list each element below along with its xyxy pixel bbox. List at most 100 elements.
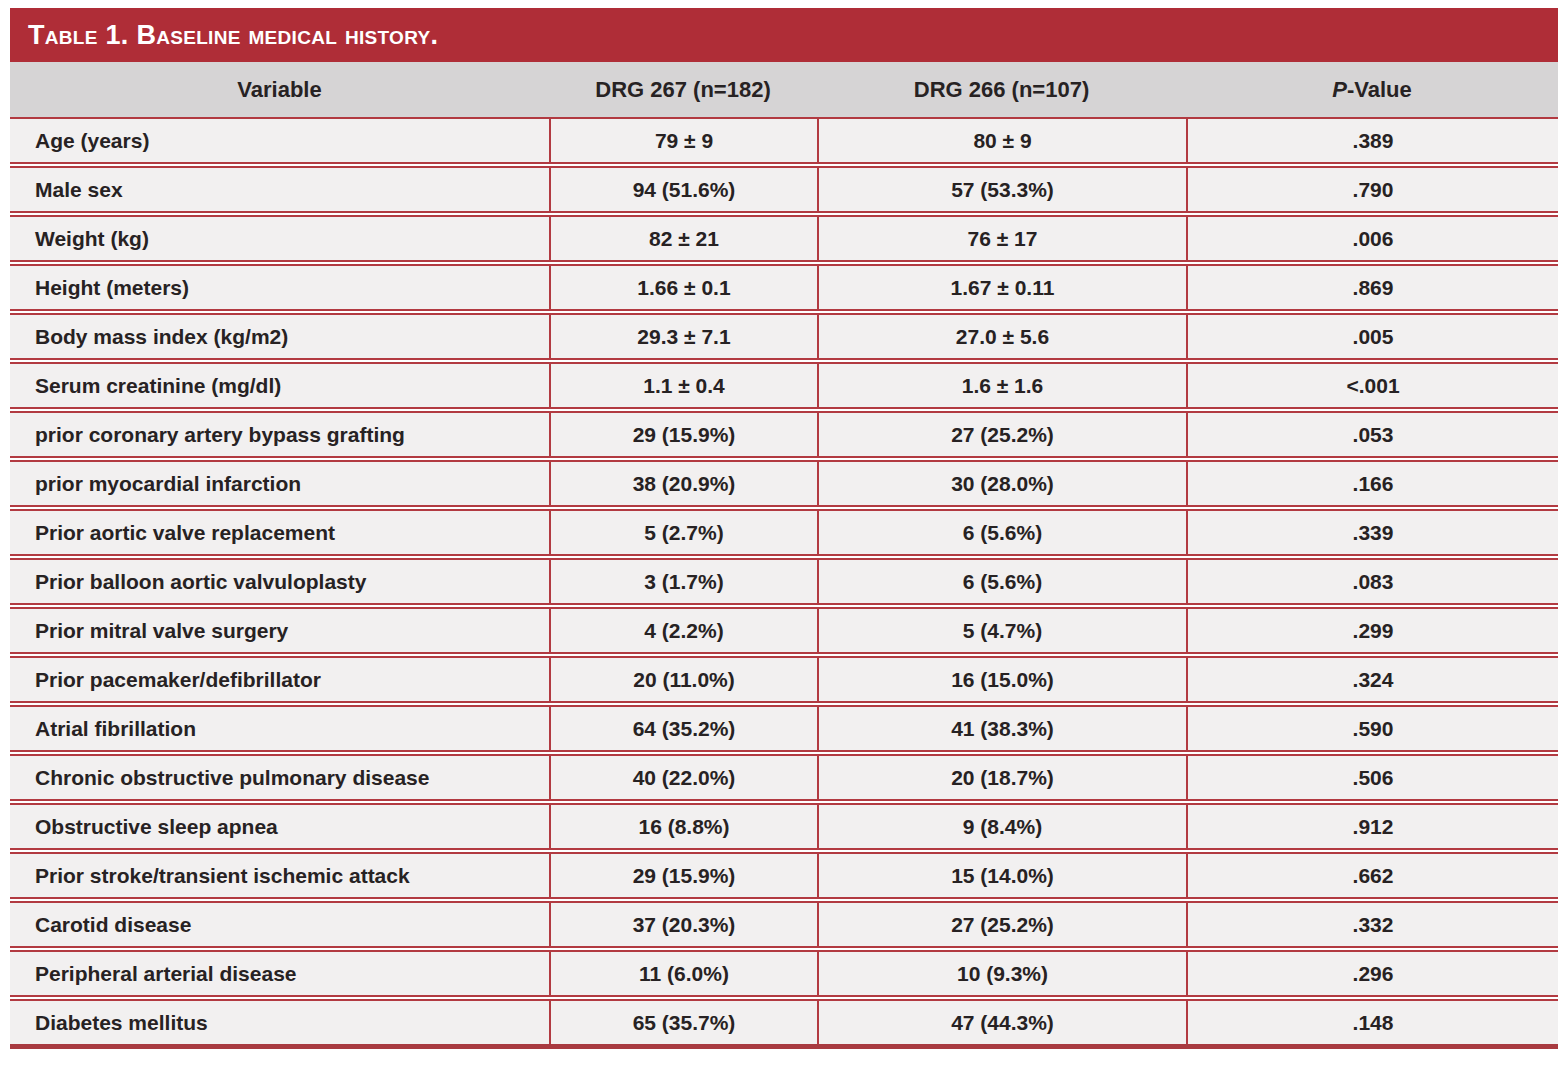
- drg266-cell: 10 (9.3%): [817, 952, 1186, 995]
- drg267-cell: 38 (20.9%): [549, 462, 817, 505]
- column-header-pvalue: P-Value: [1186, 77, 1558, 103]
- drg267-cell: 20 (11.0%): [549, 658, 817, 701]
- table-row: Atrial fibrillation 64 (35.2%) 41 (38.3%…: [10, 705, 1558, 752]
- table-row: Prior balloon aortic valvuloplasty 3 (1.…: [10, 558, 1558, 605]
- pvalue-rest: -Value: [1347, 77, 1412, 102]
- table-row: Weight (kg) 82 ± 21 76 ± 17 .006: [10, 215, 1558, 262]
- drg267-cell: 1.66 ± 0.1: [549, 266, 817, 309]
- drg266-cell: 20 (18.7%): [817, 756, 1186, 799]
- drg266-cell: 27 (25.2%): [817, 413, 1186, 456]
- variable-cell: Weight (kg): [10, 217, 549, 260]
- drg266-cell: 5 (4.7%): [817, 609, 1186, 652]
- variable-cell: Height (meters): [10, 266, 549, 309]
- pvalue-cell: <.001: [1186, 364, 1558, 407]
- table-row: Body mass index (kg/m2) 29.3 ± 7.1 27.0 …: [10, 313, 1558, 360]
- variable-cell: Serum creatinine (mg/dl): [10, 364, 549, 407]
- drg267-cell: 29.3 ± 7.1: [549, 315, 817, 358]
- drg267-cell: 94 (51.6%): [549, 168, 817, 211]
- table-row: Prior aortic valve replacement 5 (2.7%) …: [10, 509, 1558, 556]
- table-row: Male sex 94 (51.6%) 57 (53.3%) .790: [10, 166, 1558, 213]
- pvalue-cell: .912: [1186, 805, 1558, 848]
- variable-cell: Chronic obstructive pulmonary disease: [10, 756, 549, 799]
- pvalue-cell: .299: [1186, 609, 1558, 652]
- table-title-bar: Table 1. Baseline medical history.: [10, 8, 1558, 62]
- variable-cell: Prior pacemaker/defibrillator: [10, 658, 549, 701]
- pvalue-cell: .506: [1186, 756, 1558, 799]
- drg266-cell: 9 (8.4%): [817, 805, 1186, 848]
- pvalue-cell: .869: [1186, 266, 1558, 309]
- pvalue-cell: .296: [1186, 952, 1558, 995]
- drg266-cell: 57 (53.3%): [817, 168, 1186, 211]
- table-row: Carotid disease 37 (20.3%) 27 (25.2%) .3…: [10, 901, 1558, 948]
- table-row: Age (years) 79 ± 9 80 ± 9 .389: [10, 117, 1558, 164]
- table-title: Table 1. Baseline medical history.: [28, 20, 438, 51]
- pvalue-cell: .006: [1186, 217, 1558, 260]
- pvalue-cell: .590: [1186, 707, 1558, 750]
- pvalue-cell: .389: [1186, 119, 1558, 162]
- pvalue-cell: .790: [1186, 168, 1558, 211]
- pvalue-italic-p: P: [1332, 77, 1347, 102]
- table-row: Peripheral arterial disease 11 (6.0%) 10…: [10, 950, 1558, 997]
- variable-cell: prior myocardial infarction: [10, 462, 549, 505]
- variable-cell: Atrial fibrillation: [10, 707, 549, 750]
- table-row: Serum creatinine (mg/dl) 1.1 ± 0.4 1.6 ±…: [10, 362, 1558, 409]
- variable-cell: Obstructive sleep apnea: [10, 805, 549, 848]
- drg266-cell: 41 (38.3%): [817, 707, 1186, 750]
- variable-cell: Prior aortic valve replacement: [10, 511, 549, 554]
- table-row: Prior stroke/transient ischemic attack 2…: [10, 852, 1558, 899]
- drg267-cell: 64 (35.2%): [549, 707, 817, 750]
- drg266-cell: 15 (14.0%): [817, 854, 1186, 897]
- variable-cell: Age (years): [10, 119, 549, 162]
- column-header-variable: Variable: [10, 77, 549, 103]
- table-row: Chronic obstructive pulmonary disease 40…: [10, 754, 1558, 801]
- pvalue-cell: .332: [1186, 903, 1558, 946]
- pvalue-cell: .005: [1186, 315, 1558, 358]
- table-row: Prior pacemaker/defibrillator 20 (11.0%)…: [10, 656, 1558, 703]
- drg266-cell: 16 (15.0%): [817, 658, 1186, 701]
- table-row: prior coronary artery bypass grafting 29…: [10, 411, 1558, 458]
- variable-cell: Prior mitral valve surgery: [10, 609, 549, 652]
- variable-cell: Male sex: [10, 168, 549, 211]
- drg266-cell: 30 (28.0%): [817, 462, 1186, 505]
- variable-cell: Carotid disease: [10, 903, 549, 946]
- drg267-cell: 3 (1.7%): [549, 560, 817, 603]
- drg266-cell: 27 (25.2%): [817, 903, 1186, 946]
- drg266-cell: 1.6 ± 1.6: [817, 364, 1186, 407]
- drg267-cell: 4 (2.2%): [549, 609, 817, 652]
- table-body: Age (years) 79 ± 9 80 ± 9 .389 Male sex …: [10, 117, 1558, 1049]
- variable-cell: Diabetes mellitus: [10, 1001, 549, 1044]
- table-row: Prior mitral valve surgery 4 (2.2%) 5 (4…: [10, 607, 1558, 654]
- column-header-drg266: DRG 266 (n=107): [817, 77, 1186, 103]
- drg267-cell: 29 (15.9%): [549, 413, 817, 456]
- column-header-drg267: DRG 267 (n=182): [549, 77, 817, 103]
- drg267-cell: 79 ± 9: [549, 119, 817, 162]
- drg267-cell: 11 (6.0%): [549, 952, 817, 995]
- drg266-cell: 27.0 ± 5.6: [817, 315, 1186, 358]
- drg266-cell: 80 ± 9: [817, 119, 1186, 162]
- variable-cell: prior coronary artery bypass grafting: [10, 413, 549, 456]
- pvalue-cell: .148: [1186, 1001, 1558, 1044]
- pvalue-cell: .083: [1186, 560, 1558, 603]
- drg266-cell: 6 (5.6%): [817, 560, 1186, 603]
- drg266-cell: 76 ± 17: [817, 217, 1186, 260]
- variable-cell: Peripheral arterial disease: [10, 952, 549, 995]
- table-header-row: Variable DRG 267 (n=182) DRG 266 (n=107)…: [10, 62, 1558, 117]
- table-row: Height (meters) 1.66 ± 0.1 1.67 ± 0.11 .…: [10, 264, 1558, 311]
- drg267-cell: 5 (2.7%): [549, 511, 817, 554]
- drg267-cell: 82 ± 21: [549, 217, 817, 260]
- variable-cell: Prior stroke/transient ischemic attack: [10, 854, 549, 897]
- drg267-cell: 37 (20.3%): [549, 903, 817, 946]
- drg266-cell: 47 (44.3%): [817, 1001, 1186, 1044]
- table-row: prior myocardial infarction 38 (20.9%) 3…: [10, 460, 1558, 507]
- pvalue-cell: .339: [1186, 511, 1558, 554]
- drg266-cell: 1.67 ± 0.11: [817, 266, 1186, 309]
- drg266-cell: 6 (5.6%): [817, 511, 1186, 554]
- drg267-cell: 16 (8.8%): [549, 805, 817, 848]
- pvalue-cell: .166: [1186, 462, 1558, 505]
- table-row: Obstructive sleep apnea 16 (8.8%) 9 (8.4…: [10, 803, 1558, 850]
- pvalue-cell: .053: [1186, 413, 1558, 456]
- drg267-cell: 65 (35.7%): [549, 1001, 817, 1044]
- pvalue-cell: .662: [1186, 854, 1558, 897]
- drg267-cell: 29 (15.9%): [549, 854, 817, 897]
- variable-cell: Body mass index (kg/m2): [10, 315, 549, 358]
